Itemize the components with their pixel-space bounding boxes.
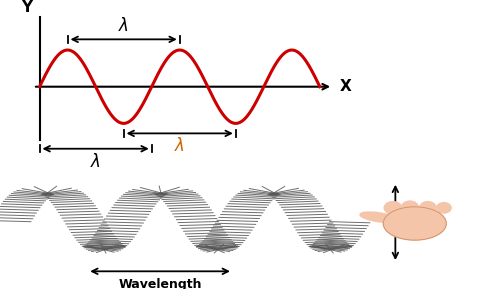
Ellipse shape [360,212,397,223]
Ellipse shape [401,201,418,215]
Text: $\lambda$: $\lambda$ [90,153,101,171]
Text: $\lambda$: $\lambda$ [118,17,129,35]
Text: Wavelength: Wavelength [118,277,202,289]
Ellipse shape [384,202,402,214]
Ellipse shape [419,202,436,214]
Ellipse shape [437,203,451,213]
Text: X: X [340,79,351,94]
Text: $\lambda$: $\lambda$ [174,137,185,155]
Text: Y: Y [21,0,32,15]
Ellipse shape [383,207,446,240]
